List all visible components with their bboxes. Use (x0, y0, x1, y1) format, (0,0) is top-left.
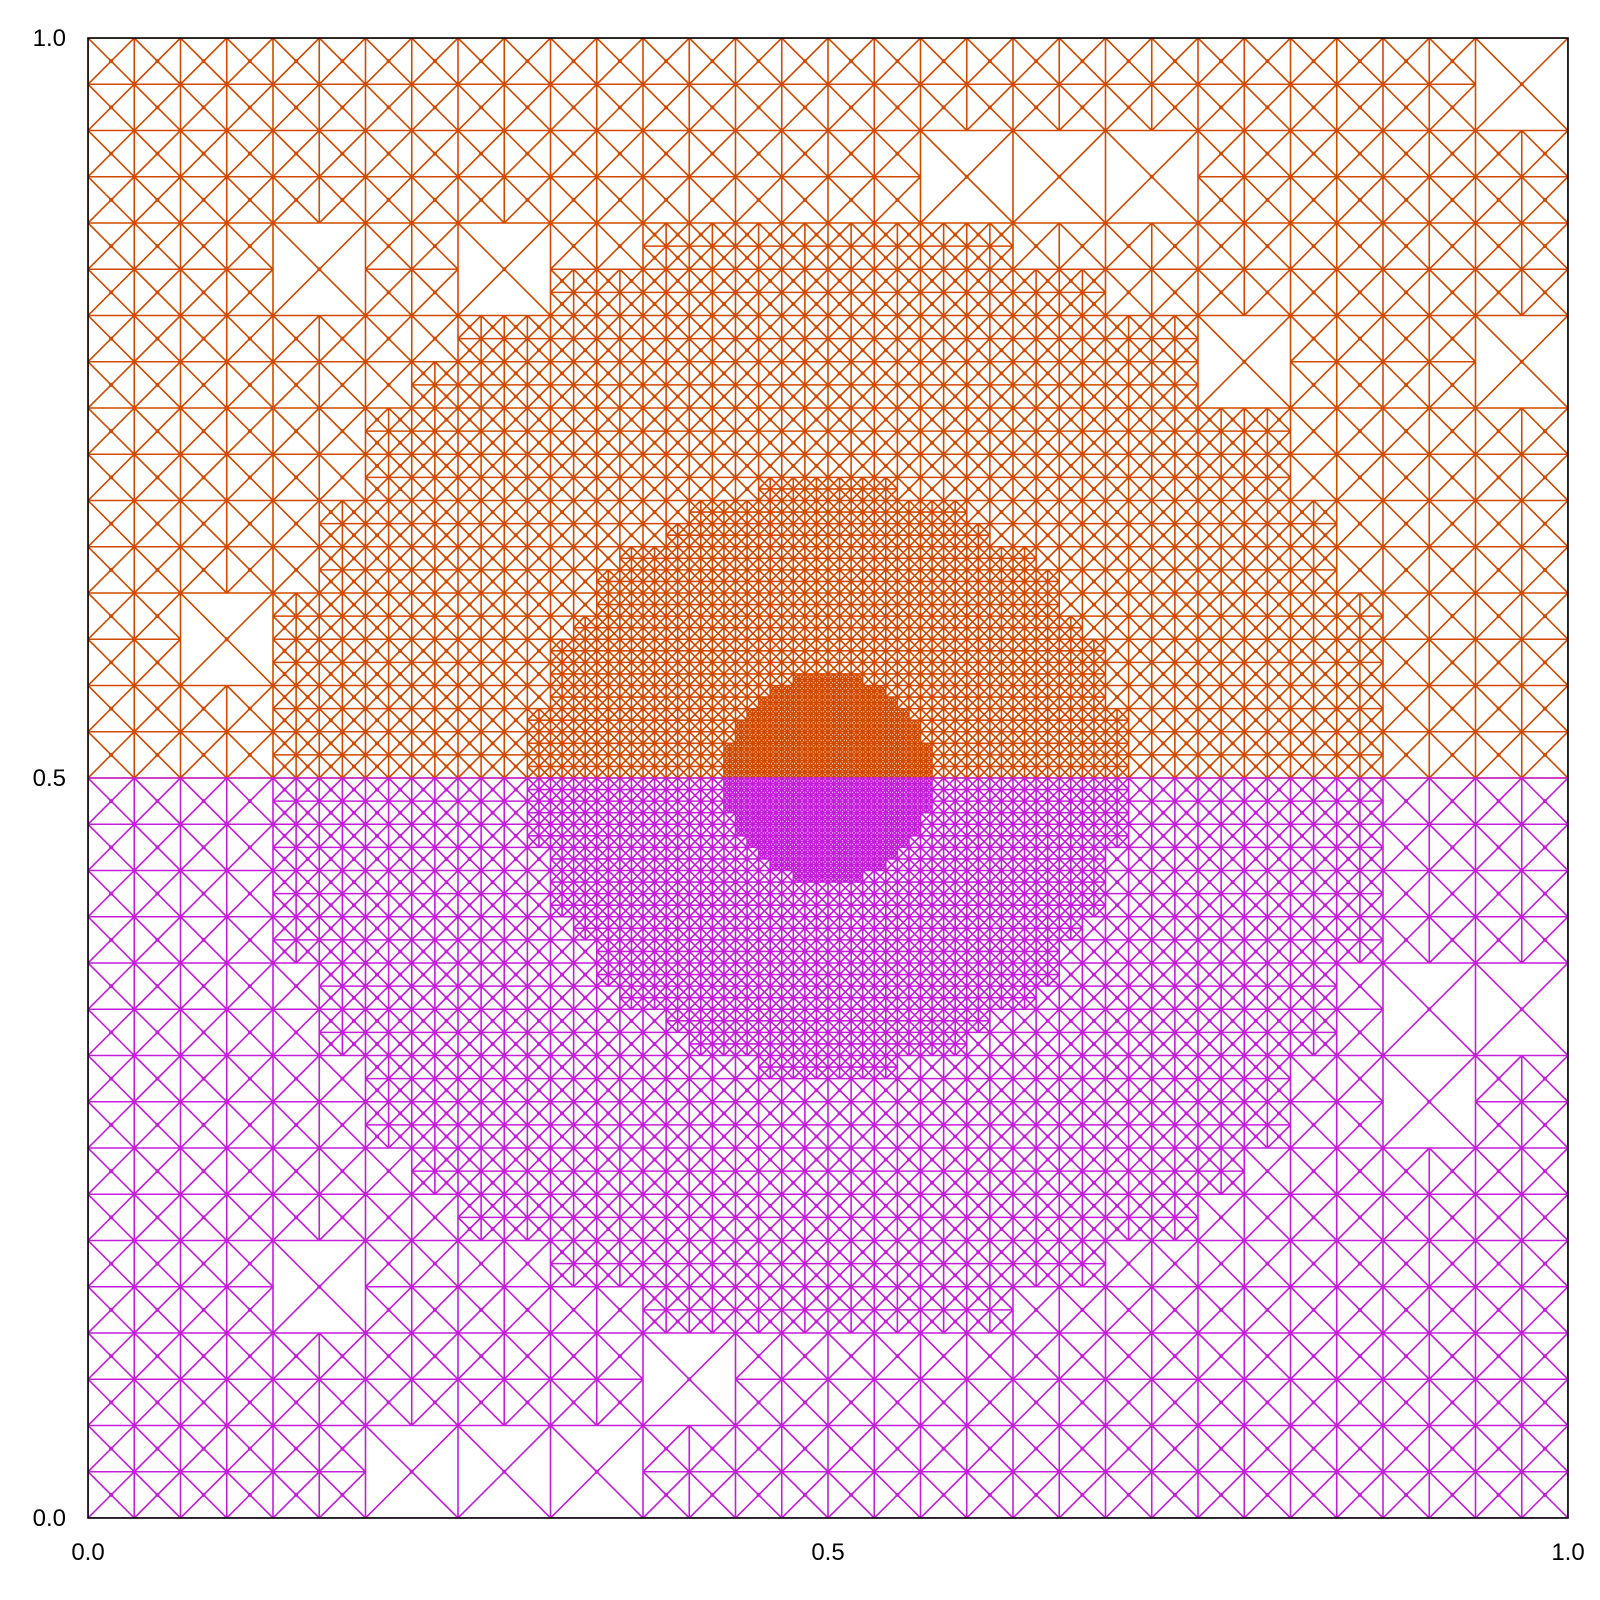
upper-mesh-edges (88, 38, 1568, 779)
y-tick-label-mid: 0.5 (33, 765, 66, 792)
lower-mesh-edges (88, 777, 1568, 1518)
y-tick-label-top: 1.0 (33, 25, 66, 52)
plot-frame (87, 37, 1569, 1519)
x-tick-label-left: 0.0 (71, 1539, 104, 1566)
x-tick-label-right: 1.0 (1551, 1539, 1584, 1566)
upper-region-mesh (88, 38, 1568, 779)
x-tick-label-mid: 0.5 (811, 1539, 844, 1566)
y-tick-label-bottom: 0.0 (33, 1505, 66, 1532)
lower-region-mesh (88, 777, 1568, 1518)
